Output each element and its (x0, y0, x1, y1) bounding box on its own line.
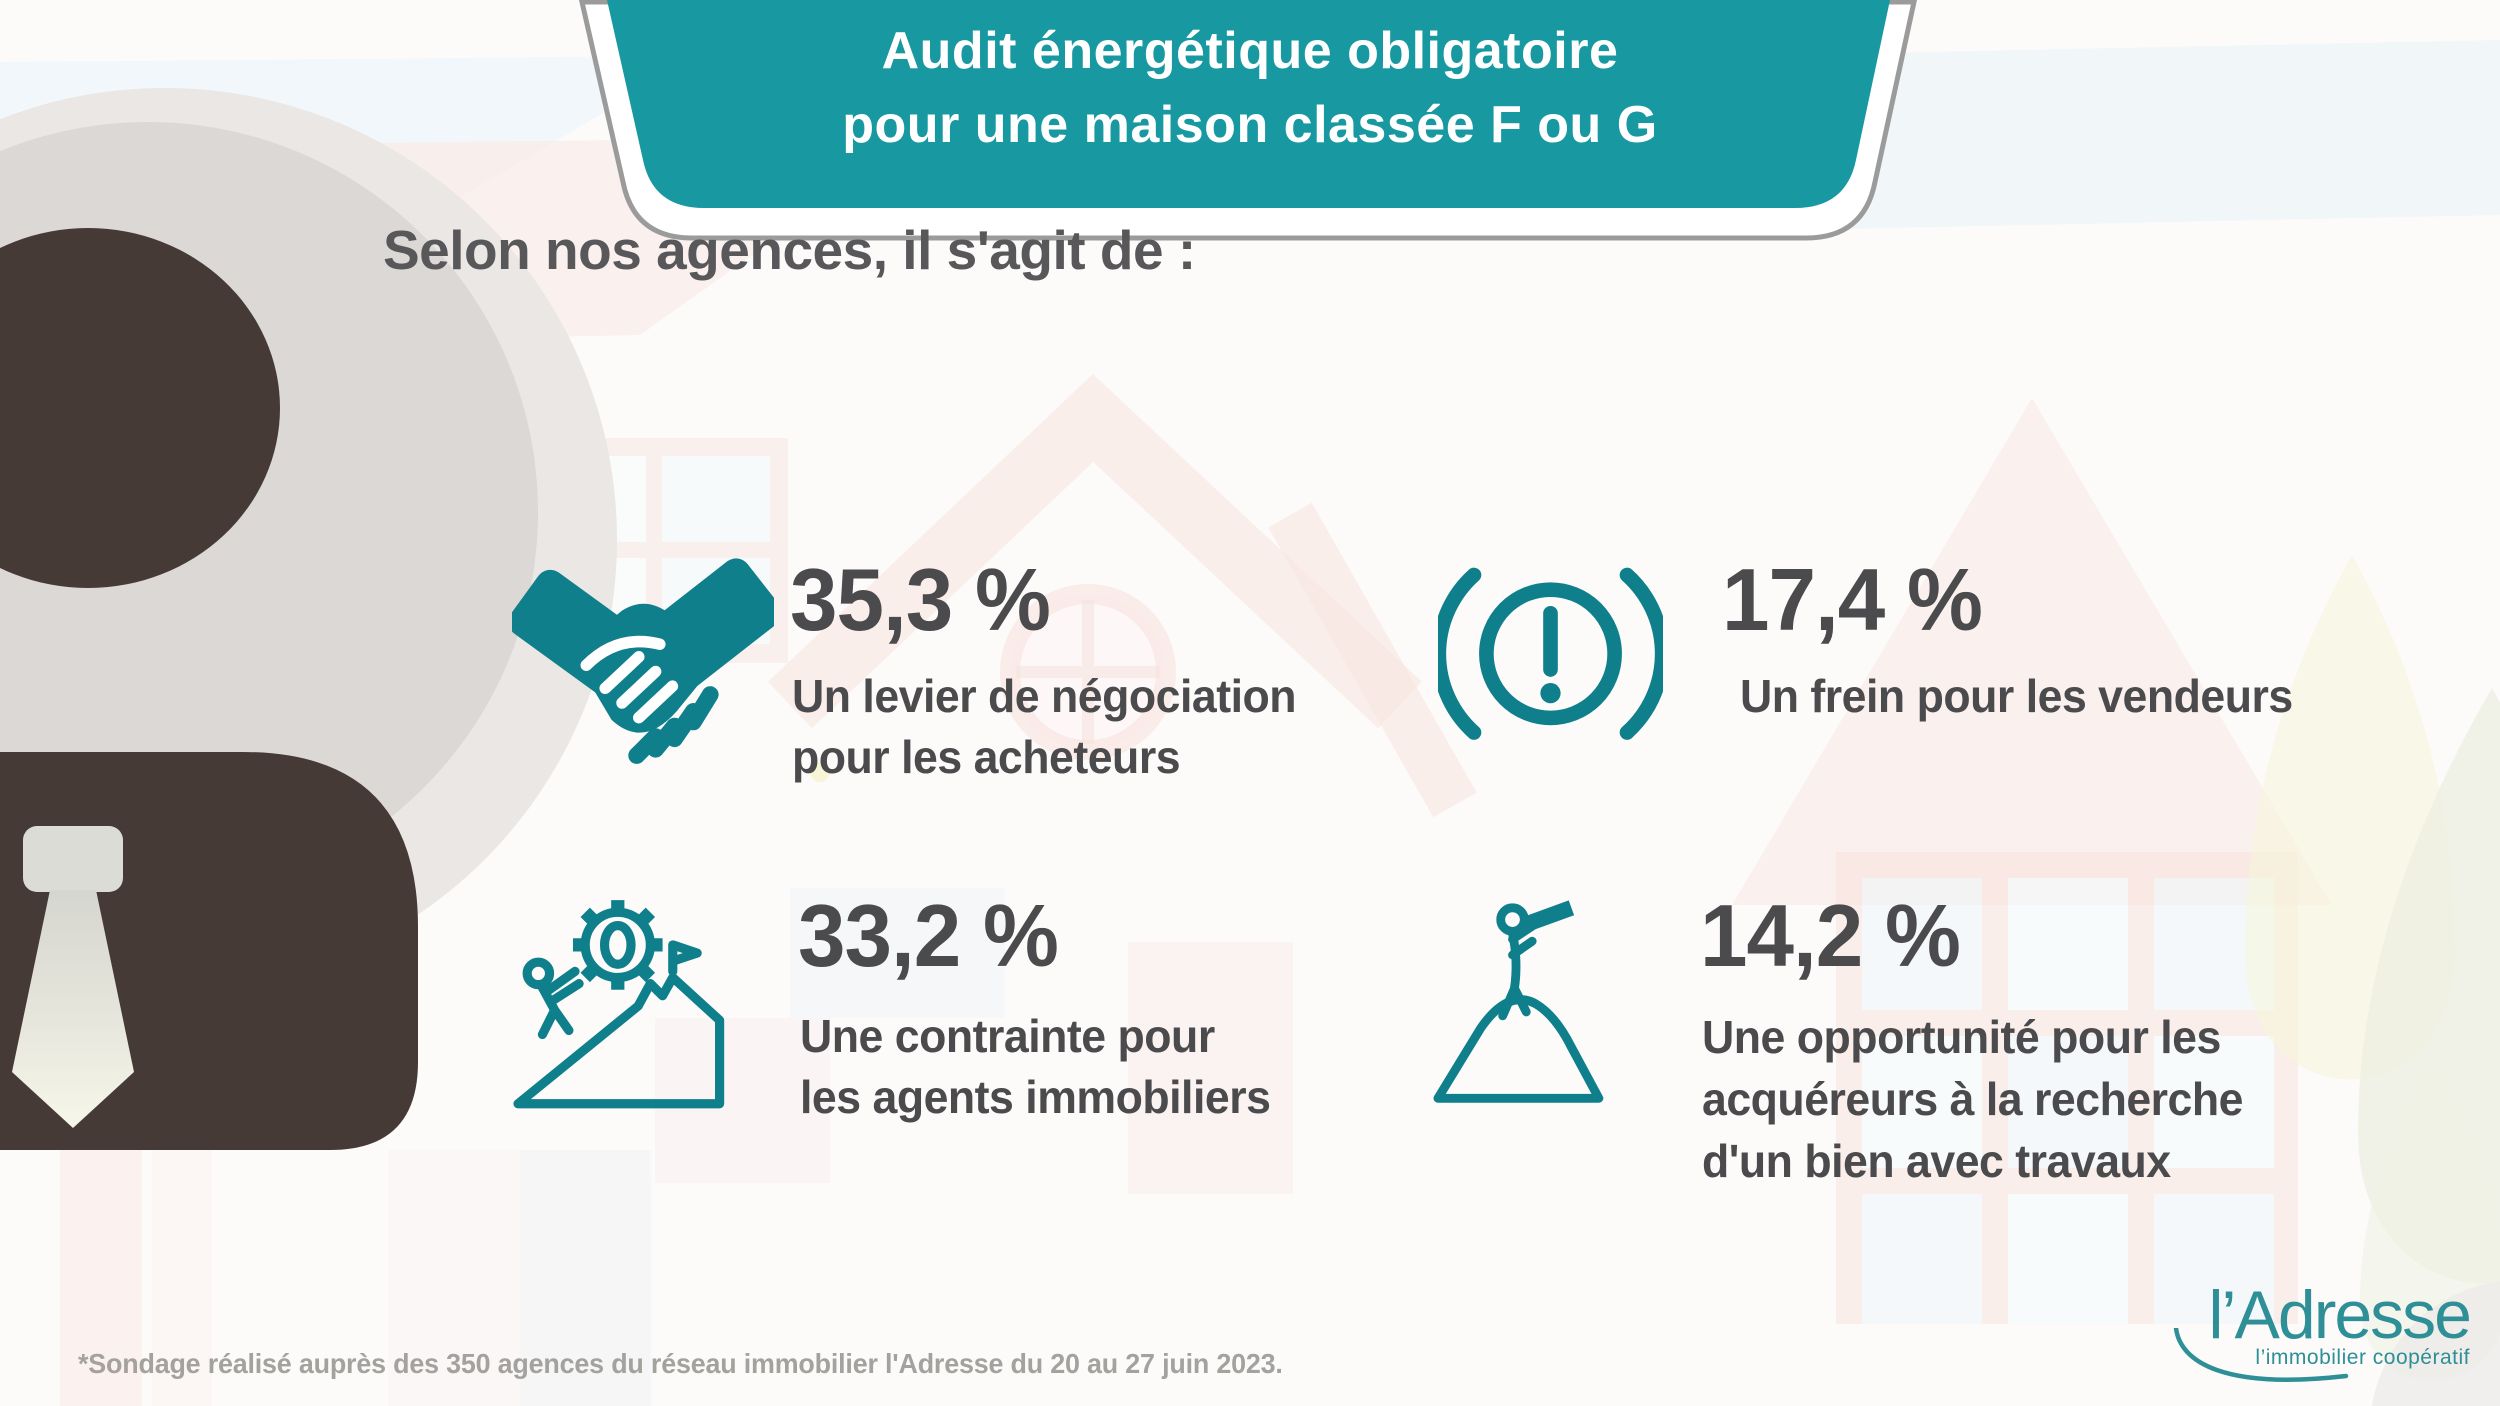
intro-heading: Selon nos agences, il s'agit de : (383, 219, 1196, 281)
logo-tagline: l’immobilier coopératif (2255, 1346, 2470, 1369)
stat-value-contrainte: 33,2 % (798, 886, 1059, 985)
stat-label-opportunite: Une opportunité pour les acquéreurs à la… (1702, 1011, 2243, 1187)
handshake-icon (512, 558, 774, 764)
adresse-logo: l’Adresse l’immobilier coopératif (2110, 1277, 2472, 1402)
person-tie (12, 826, 134, 1128)
stat-value-opportunite: 14,2 % (1700, 886, 1961, 985)
stat-label-contrainte: Une contrainte pour les agents immobilie… (800, 1010, 1271, 1123)
stat-value-levier: 35,3 % (790, 550, 1051, 649)
stat-label-frein: Un frein pour les vendeurs (1740, 670, 2293, 722)
footnote: *Sondage réalisé auprès des 350 agences … (78, 1348, 1283, 1379)
person-head (0, 228, 280, 588)
logo-wordmark: l’Adresse (2208, 1277, 2472, 1353)
gear-climb-icon (513, 900, 725, 1109)
banner-title-line1: Audit énergétique obligatoire (881, 22, 1619, 80)
banner-teal-shape (607, 0, 1890, 208)
title-banner: Audit énergétique obligatoire pour une m… (552, 0, 1948, 256)
brake-warning-icon (1438, 567, 1663, 740)
stat-value-frein: 17,4 % (1722, 550, 1983, 649)
banner-title-line2: pour une maison classée F ou G (842, 96, 1658, 154)
person-silhouette (0, 88, 617, 1150)
telescope-lookout-icon (1433, 900, 1604, 1103)
stat-label-levier: Un levier de négociation pour les achete… (792, 670, 1297, 783)
